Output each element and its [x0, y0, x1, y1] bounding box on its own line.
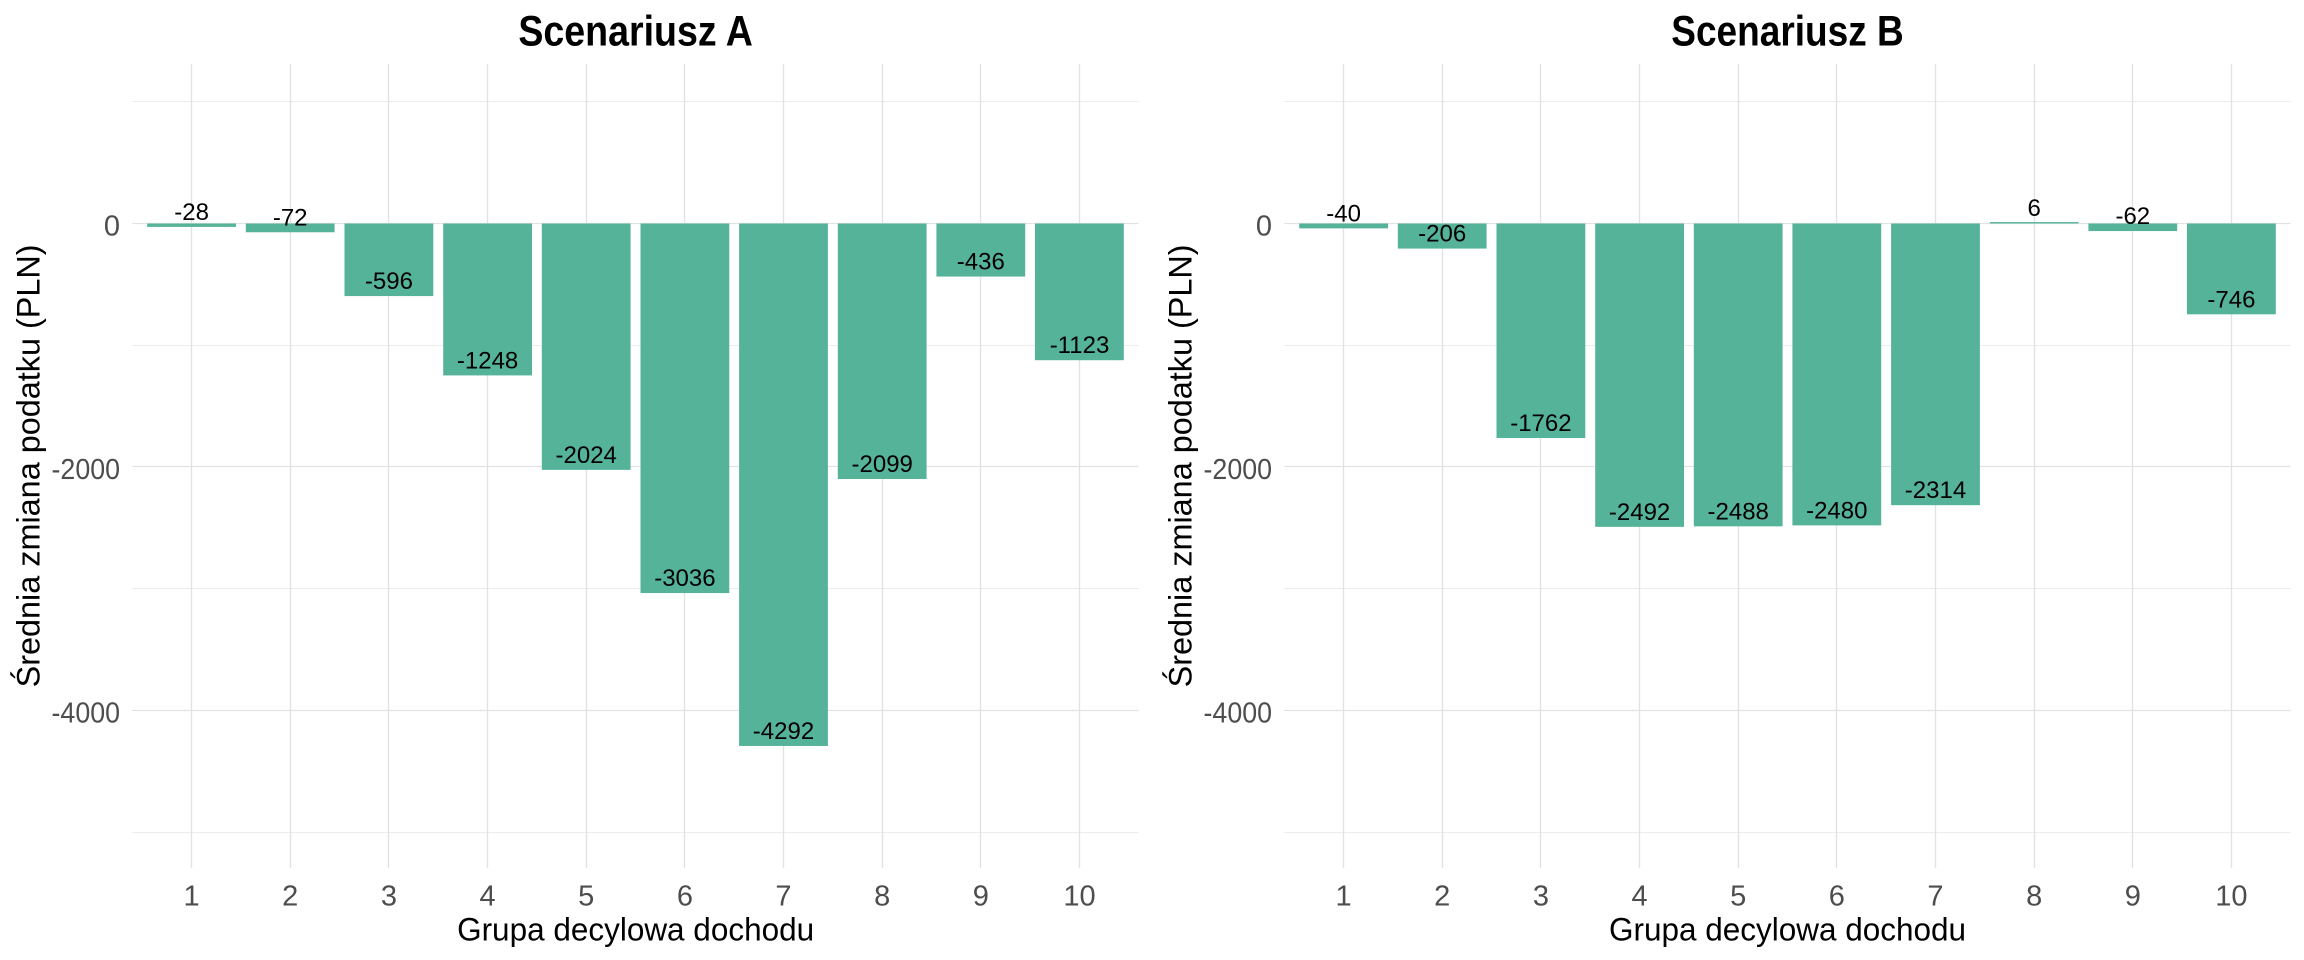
svg-text:6: 6: [1829, 881, 1845, 913]
svg-text:-1762: -1762: [1510, 410, 1571, 437]
svg-text:7: 7: [1927, 881, 1943, 913]
svg-text:-2492: -2492: [1609, 499, 1670, 526]
svg-text:0: 0: [104, 211, 120, 243]
svg-text:-206: -206: [1418, 221, 1466, 248]
svg-text:-62: -62: [2115, 203, 2150, 230]
svg-text:Scenariusz B: Scenariusz B: [1671, 8, 1904, 56]
svg-text:-4000: -4000: [52, 697, 121, 729]
svg-text:-3036: -3036: [654, 565, 715, 592]
svg-text:-40: -40: [1326, 200, 1361, 227]
svg-text:Grupa decylowa dochodu: Grupa decylowa dochodu: [1609, 912, 1966, 948]
svg-text:8: 8: [2026, 881, 2042, 913]
svg-text:4: 4: [480, 881, 496, 913]
svg-text:-2099: -2099: [852, 451, 913, 478]
svg-text:2: 2: [1434, 881, 1450, 913]
svg-text:0: 0: [1256, 211, 1272, 243]
svg-text:6: 6: [2028, 195, 2041, 222]
svg-text:4: 4: [1632, 881, 1648, 913]
svg-text:-2024: -2024: [556, 442, 617, 469]
svg-text:Scenariusz A: Scenariusz A: [518, 8, 753, 56]
svg-text:-1123: -1123: [1050, 332, 1110, 359]
svg-text:5: 5: [578, 881, 594, 913]
svg-text:9: 9: [973, 881, 989, 913]
svg-text:-2314: -2314: [1905, 477, 1966, 504]
svg-text:-2000: -2000: [1204, 454, 1273, 486]
svg-text:-2000: -2000: [52, 454, 121, 486]
svg-text:Grupa decylowa dochodu: Grupa decylowa dochodu: [457, 912, 814, 948]
svg-text:-746: -746: [2207, 286, 2255, 313]
svg-text:-28: -28: [174, 199, 209, 226]
svg-text:10: 10: [1063, 881, 1095, 913]
svg-text:10: 10: [2215, 881, 2247, 913]
svg-text:-596: -596: [365, 268, 413, 295]
svg-text:8: 8: [874, 881, 890, 913]
svg-text:-4292: -4292: [753, 718, 814, 745]
svg-text:9: 9: [2125, 881, 2141, 913]
svg-text:-4000: -4000: [1204, 697, 1273, 729]
svg-text:Średnia zmiana podatku (PLN): Średnia zmiana podatku (PLN): [1163, 244, 1199, 687]
svg-text:-2480: -2480: [1806, 497, 1867, 524]
svg-text:-436: -436: [957, 249, 1005, 276]
svg-text:-1248: -1248: [457, 347, 518, 374]
svg-text:5: 5: [1730, 881, 1746, 913]
svg-text:6: 6: [677, 881, 693, 913]
svg-text:-2488: -2488: [1708, 498, 1769, 525]
svg-text:Średnia zmiana podatku (PLN): Średnia zmiana podatku (PLN): [11, 244, 47, 687]
svg-text:3: 3: [381, 881, 397, 913]
svg-text:2: 2: [282, 881, 298, 913]
svg-text:-72: -72: [273, 204, 308, 231]
svg-text:3: 3: [1533, 881, 1549, 913]
svg-text:1: 1: [184, 881, 200, 913]
svg-text:7: 7: [775, 881, 791, 913]
svg-text:1: 1: [1336, 881, 1352, 913]
